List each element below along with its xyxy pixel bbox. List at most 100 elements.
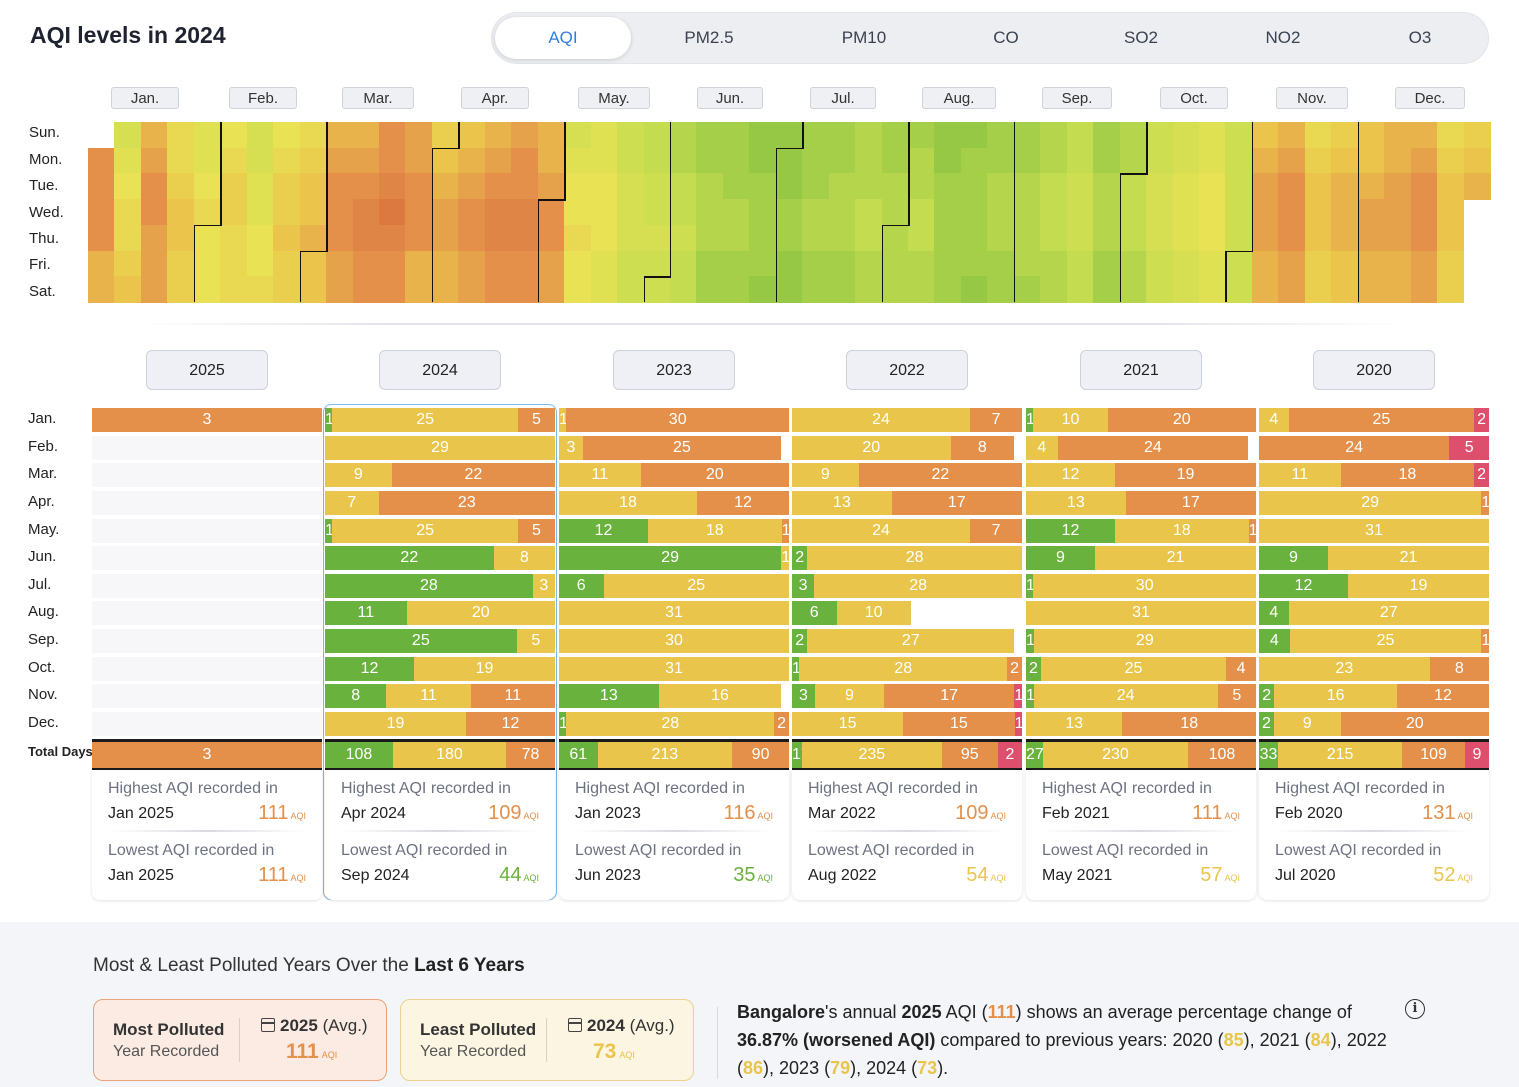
heatmap-day-cell [828,122,856,149]
heatmap-day-cell [828,224,856,252]
tab-pm25[interactable]: PM2.5 [684,28,734,47]
year-button-2022[interactable]: 2022 [846,350,968,390]
heatmap-day-cell [1437,147,1465,175]
year-button-2025[interactable]: 2025 [146,350,268,390]
avg-label: (Avg.) [322,1016,368,1035]
heatmap-day-cell [352,147,380,175]
total-days-bar: 3 [92,739,322,771]
month-row-label: Aug. [28,603,59,620]
heatmap-day-cell [908,224,936,252]
tab-aqi[interactable]: AQI [495,17,631,59]
heatmap-day-cell [537,147,565,175]
most-polluted-year: 2025 (Avg.) [261,1016,368,1036]
heatmap-day-cell [1384,199,1412,226]
tab-no2[interactable]: NO2 [1265,28,1301,47]
heatmap-day-cell [934,147,962,175]
heatmap-day-cell [1304,122,1332,149]
heatmap-day-cell [775,173,803,200]
year-button-2020[interactable]: 2020 [1313,350,1435,390]
lowest-aqi-value: 111 AQI [258,864,306,887]
year-button-2023[interactable]: 2023 [613,350,735,390]
tab-o3[interactable]: O3 [1408,28,1432,47]
heatmap-day-cell [1119,147,1147,175]
breakdown-segment: 11 [386,684,471,708]
heatmap-day-cell [1437,122,1465,149]
heatmap-day-cell [960,199,988,226]
breakdown-segment: 8 [493,546,555,570]
breakdown-segment: 25 [332,408,518,432]
heatmap-day-cell [1013,147,1041,175]
heatmap-day-cell [220,173,248,200]
stat-divider [108,830,306,832]
year-stat-card: Highest AQI recorded in Feb 2021 111 AQI Low… [1026,770,1256,900]
heatmap-day-cell [114,250,142,277]
month-boundary-line [299,250,302,302]
breakdown-segment: 5 [516,629,555,653]
heatmap-day-cell [1357,250,1385,277]
lowest-aqi-value: 54 AQI [966,864,1006,887]
month-breakdown-bar: 2 16 12 [1259,684,1489,708]
heatmap-day-cell [299,224,327,252]
breakdown-segment: 31 [1259,519,1489,543]
heatmap-day-cell [855,250,883,277]
month-breakdown-bar: 6 25 [559,574,789,598]
breakdown-segment: 13 [1026,712,1123,736]
month-breakdown-bar: 4 25 1 [1259,629,1489,653]
heatmap-day-cell [1199,224,1227,252]
info-icon[interactable]: i [1405,999,1425,1019]
month-breakdown-bar: 31 [1026,601,1256,625]
year-stat-card: Highest AQI recorded in Apr 2024 109 AQI Low… [325,770,555,900]
heatmap-day-cell [696,224,724,252]
month-row-label: Mar. [28,465,58,482]
month-breakdown-bar: 28 3 [325,574,555,598]
heatmap-day-cell [167,224,195,252]
heatmap-day-cell [1172,199,1200,226]
heatmap-day-cell [1040,224,1068,252]
heatmap-month-label: Jan. [111,87,179,109]
heatmap-day-cell [511,276,539,303]
heatmap-day-cell [114,276,142,303]
month-row-label: Nov. [28,686,58,703]
heatmap-day-cell [617,147,645,175]
month-breakdown-bar [92,684,322,708]
year-button-2024[interactable]: 2024 [379,350,501,390]
breakdown-segment: 19 [414,657,555,681]
heatmap-day-cell [273,173,301,200]
heatmap-day-cell [88,276,116,303]
heatmap-day-cell [1251,224,1279,252]
breakdown-segment: 20 [406,601,555,625]
total-segment: 9 [1465,742,1489,768]
breakdown-segment: 1 [559,712,567,736]
breakdown-segment: 7 [325,491,379,515]
month-boundary-line [458,122,460,148]
year-button-2021[interactable]: 2021 [1080,350,1202,390]
heatmap-day-cell [669,173,697,200]
breakdown-segment: 1 [1248,519,1256,543]
breakdown-segment: 18 [1340,463,1475,487]
total-segment: 180 [392,742,506,768]
heatmap-day-cell [722,122,750,149]
heatmap-day-cell [1093,276,1121,303]
lowest-aqi-label: Lowest AQI recorded in [1275,842,1442,859]
breakdown-segment: 20 [640,463,789,487]
month-breakdown-bar: 12 19 [1259,574,1489,598]
breakdown-segment: 18 [1122,712,1256,736]
heatmap-day-cell [1384,173,1412,200]
heatmap-day-cell [722,276,750,303]
heatmap-day-cell [669,147,697,175]
heatmap-day-cell [1093,122,1121,149]
tab-co[interactable]: CO [993,28,1019,47]
heatmap-day-label: Thu. [29,230,60,247]
heatmap-day-cell [1384,276,1412,303]
heatmap-day-cell [1146,122,1174,149]
heatmap-day-cell [908,199,936,226]
heatmap-day-cell [908,250,936,277]
heatmap-day-cell [802,199,830,226]
highest-aqi-value: 131 AQI [1422,802,1473,825]
month-breakdown-bar [92,601,322,625]
heatmap-day-cell [1199,250,1227,277]
tab-so2[interactable]: SO2 [1123,28,1159,47]
stat-divider [1042,830,1240,832]
tab-pm10[interactable]: PM10 [841,28,887,47]
